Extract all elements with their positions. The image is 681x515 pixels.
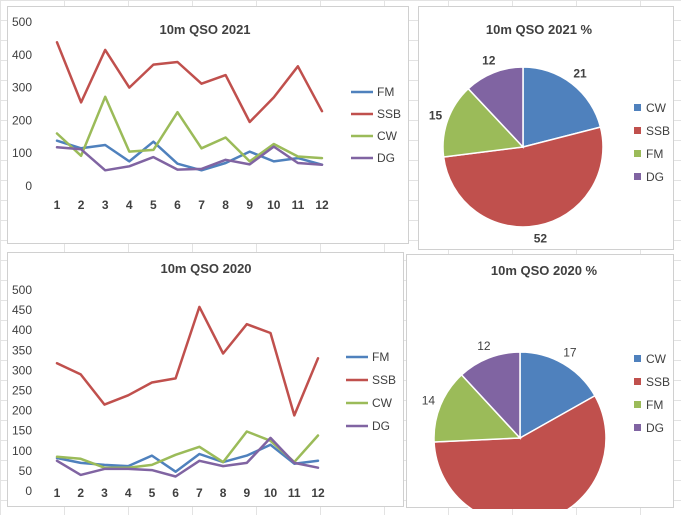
legend-swatch-ssb: [634, 378, 641, 385]
x-tick-label: 11: [288, 486, 301, 500]
y-tick-label: 150: [12, 424, 32, 438]
legend-label-dg: DG: [646, 170, 664, 184]
legend-label-fm: FM: [377, 85, 394, 99]
legend-label-fm: FM: [372, 350, 389, 364]
legend-label-fm: FM: [646, 147, 663, 161]
legend-label-cw: CW: [646, 352, 667, 366]
y-tick-label: 50: [19, 464, 33, 478]
pie-slice-fm: [442, 87, 525, 158]
y-tick-label: 100: [12, 444, 32, 458]
x-tick-label: 2: [77, 486, 84, 500]
y-tick-label: 400: [12, 48, 32, 62]
y-tick-label: 350: [12, 343, 32, 357]
series-line-cw: [55, 430, 320, 469]
y-tick-label: 500: [12, 283, 32, 297]
legend-swatch-cw: [634, 355, 641, 362]
series-line-dg: [55, 436, 320, 478]
chart-panel-qso-2021-percent[interactable]: 10m QSO 2021 % 21 52 15 12 CW SSB FM DG: [418, 6, 674, 250]
legend-label-cw: CW: [372, 396, 393, 410]
x-tick-label: 10: [267, 198, 281, 212]
y-tick-label: 0: [25, 179, 32, 193]
x-tick-label: 1: [54, 486, 61, 500]
pie-data-label-fm: 14: [422, 394, 436, 408]
legend-swatch-cw: [634, 104, 641, 111]
legend-label-fm: FM: [646, 398, 663, 412]
x-tick-label: 4: [126, 198, 133, 212]
pie-data-label-ssb: 52: [534, 231, 548, 245]
pie-slice-fm: [433, 373, 522, 443]
pie-data-label-cw: 17: [563, 346, 577, 360]
x-tick-label: 10: [264, 486, 278, 500]
line-chart-qso-2020: 10m QSO 2020 050100150200250300350400450…: [12, 261, 396, 500]
y-tick-label: 300: [12, 363, 32, 377]
chart-title: 10m QSO 2020 %: [491, 263, 598, 278]
legend-label-cw: CW: [377, 129, 398, 143]
x-tick-label: 8: [222, 198, 229, 212]
pie-slice-cw: [519, 351, 596, 440]
x-tick-label: 6: [174, 198, 181, 212]
chart-title: 10m QSO 2020: [160, 261, 251, 276]
x-tick-label: 12: [311, 486, 325, 500]
series-line-fm: [55, 139, 324, 172]
y-tick-label: 400: [12, 323, 32, 337]
legend-swatch-dg: [634, 173, 641, 180]
x-tick-label: 9: [246, 198, 253, 212]
x-tick-label: 3: [101, 486, 108, 500]
chart-panel-qso-2020[interactable]: 10m QSO 2020 0 50 100 150 200 250 300 350 400 450…: [7, 252, 404, 507]
pie-slice-ssb: [433, 394, 607, 509]
x-tick-label: 3: [102, 198, 109, 212]
series-line-fm: [55, 443, 320, 473]
pie-slice-dg: [467, 66, 524, 149]
x-tick-label: 12: [315, 198, 329, 212]
series-line-ssb: [55, 305, 320, 417]
x-tick-label: 2: [78, 198, 85, 212]
x-tick-label: 5: [149, 486, 156, 500]
x-tick-label: 9: [243, 486, 250, 500]
legend-swatch-fm: [634, 150, 641, 157]
legend-label-cw: CW: [646, 101, 667, 115]
legend-label-ssb: SSB: [377, 107, 401, 121]
x-tick-label: 6: [172, 486, 179, 500]
pie-chart-qso-2020-percent: 10m QSO 2020 % 17581412CWSSBFMDG: [422, 263, 670, 509]
legend-label-dg: DG: [646, 421, 664, 435]
legend-label-dg: DG: [372, 419, 390, 433]
series-line-dg: [55, 145, 324, 172]
x-tick-label: 11: [292, 198, 305, 212]
legend-label-ssb: SSB: [372, 373, 396, 387]
x-tick-label: 1: [54, 198, 61, 212]
pie-data-label-cw: 21: [573, 67, 587, 81]
x-tick-label: 7: [198, 198, 205, 212]
series-line-ssb: [55, 41, 324, 124]
pie-chart-qso-2021-percent: 10m QSO 2021 % 21 52 15 12 CW SSB FM DG: [429, 22, 670, 245]
y-tick-label: 300: [12, 81, 32, 95]
pie-data-label-dg: 12: [482, 54, 496, 68]
y-tick-label: 250: [12, 384, 32, 398]
series-line-cw: [55, 95, 324, 163]
legend-label-dg: DG: [377, 151, 395, 165]
y-tick-label: 200: [12, 404, 32, 418]
y-tick-label: 100: [12, 146, 32, 160]
chart-panel-qso-2021[interactable]: 10m QSO 2021 0 100 200 300 400 500 1 2 3 4 5 6 7 8 9 10…: [7, 6, 409, 244]
pie-slice-cw: [522, 66, 602, 148]
pie-data-label-fm: 15: [429, 109, 443, 123]
y-tick-label: 500: [12, 15, 32, 29]
x-tick-label: 7: [196, 486, 203, 500]
chart-panel-qso-2020-percent[interactable]: 10m QSO 2020 % 17581412CWSSBFMDG: [406, 254, 674, 509]
x-tick-label: 5: [150, 198, 157, 212]
x-tick-label: 4: [125, 486, 132, 500]
chart-title: 10m QSO 2021: [159, 22, 250, 37]
y-tick-label: 450: [12, 303, 32, 317]
pie-slice-dg: [460, 351, 521, 440]
legend-label-ssb: SSB: [646, 375, 670, 389]
x-tick-label: 8: [220, 486, 227, 500]
legend-swatch-fm: [634, 401, 641, 408]
pie-data-label-dg: 12: [477, 339, 491, 353]
y-tick-label: 0: [25, 484, 32, 498]
y-tick-label: 200: [12, 113, 32, 127]
chart-title: 10m QSO 2021 %: [486, 22, 593, 37]
legend-swatch-ssb: [634, 127, 641, 134]
legend-swatch-dg: [634, 424, 641, 431]
legend-label-ssb: SSB: [646, 124, 670, 138]
